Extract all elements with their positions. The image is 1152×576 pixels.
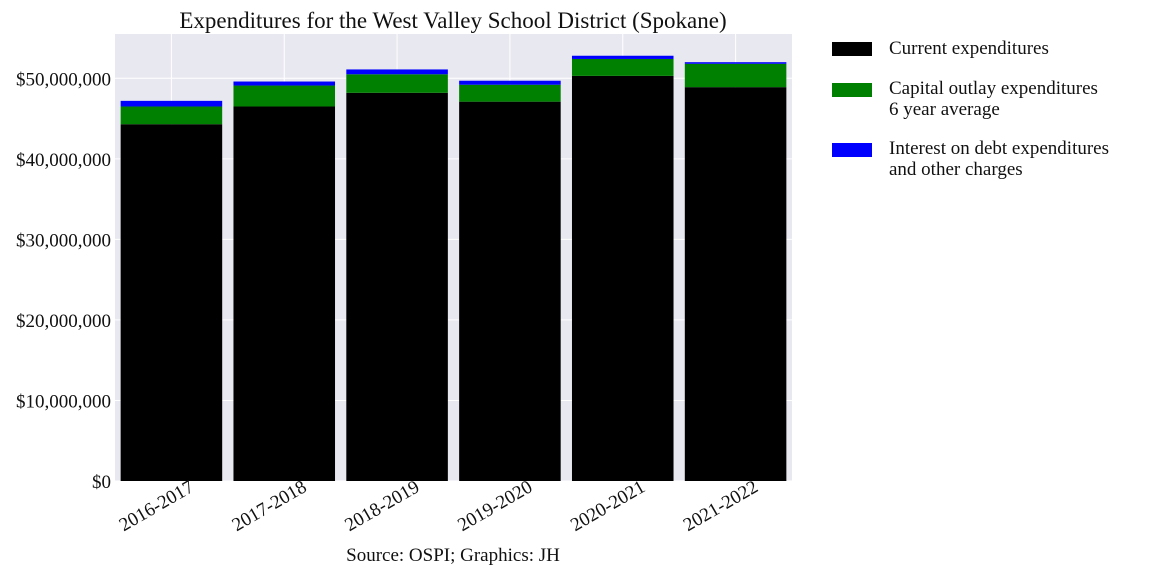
y-tick-label: $10,000,000 bbox=[16, 391, 111, 412]
legend-item-capital: Capital outlay expenditures 6 year avera… bbox=[832, 78, 1142, 120]
bar-segment bbox=[684, 63, 787, 88]
legend-item-current: Current expenditures bbox=[832, 38, 1142, 60]
legend-item-interest: Interest on debt expenditures and other … bbox=[832, 138, 1142, 180]
bar-segment bbox=[684, 62, 787, 64]
chart-caption: Source: OSPI; Graphics: JH bbox=[346, 545, 560, 566]
chart-title: Expenditures for the West Valley School … bbox=[179, 8, 726, 33]
bar-segment bbox=[571, 58, 674, 76]
bar-segment bbox=[120, 124, 223, 481]
x-tick-label: 2017-2018 bbox=[229, 477, 311, 536]
x-tick-label: 2016-2017 bbox=[116, 477, 198, 536]
x-tick-label: 2018-2019 bbox=[341, 477, 423, 536]
bar-segment bbox=[346, 69, 448, 75]
bar-segment bbox=[233, 106, 336, 482]
x-axis-ticks: 2016-2017 2017-2018 2018-2019 2019-2020 2020… bbox=[116, 477, 762, 536]
y-tick-label: $30,000,000 bbox=[16, 230, 111, 251]
bar-segment bbox=[571, 55, 674, 59]
bar-segment bbox=[346, 74, 448, 93]
legend-swatch-interest bbox=[832, 143, 872, 157]
legend-swatch-current bbox=[832, 42, 872, 56]
y-tick-label: $0 bbox=[92, 472, 111, 493]
x-tick-label: 2020-2021 bbox=[567, 477, 649, 536]
bar-segment bbox=[459, 101, 561, 481]
y-axis-ticks: $0 $10,000,000 $20,000,000 $30,000,000 $40,0… bbox=[16, 69, 111, 493]
legend: Current expenditures Capital outlay expe… bbox=[832, 38, 1142, 198]
bar-segment bbox=[233, 85, 336, 107]
bars bbox=[120, 55, 787, 482]
bar-segment bbox=[571, 75, 674, 482]
bar-segment bbox=[120, 106, 223, 125]
y-tick-label: $40,000,000 bbox=[16, 150, 111, 171]
bar-segment bbox=[459, 80, 561, 85]
x-tick-label: 2021-2022 bbox=[680, 477, 762, 536]
legend-swatch-capital bbox=[832, 83, 872, 97]
legend-label-capital: Capital outlay expenditures 6 year avera… bbox=[889, 78, 1098, 120]
legend-label-interest: Interest on debt expenditures and other … bbox=[889, 138, 1110, 180]
x-tick-label: 2019-2020 bbox=[454, 477, 536, 536]
bar-segment bbox=[233, 81, 336, 86]
y-tick-label: $20,000,000 bbox=[16, 311, 111, 332]
bar-segment bbox=[459, 84, 561, 102]
bar-segment bbox=[684, 87, 787, 482]
y-tick-label: $50,000,000 bbox=[16, 69, 111, 90]
bar-segment bbox=[346, 92, 448, 482]
legend-label-current: Current expenditures bbox=[889, 38, 1049, 59]
bar-segment bbox=[120, 100, 223, 107]
plot-area bbox=[115, 34, 792, 481]
